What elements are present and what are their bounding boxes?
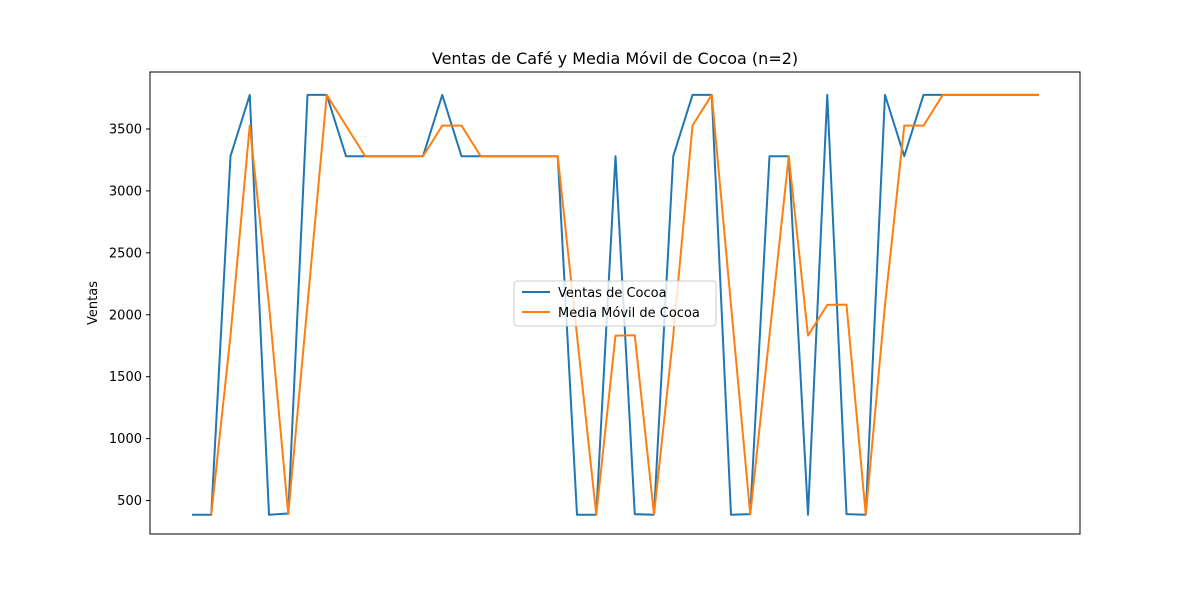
legend-label-ventas: Ventas de Cocoa bbox=[558, 286, 667, 301]
series-line-ventas-de-cocoa bbox=[192, 93, 1039, 516]
legend-box bbox=[513, 280, 717, 327]
y-tick-label: 2500 bbox=[109, 246, 142, 261]
legend: Ventas de Cocoa Media Móvil de Cocoa bbox=[513, 280, 717, 327]
legend-label-media: Media Móvil de Cocoa bbox=[558, 306, 700, 321]
y-tick-label: 500 bbox=[117, 494, 142, 509]
y-tick-label: 2000 bbox=[109, 308, 142, 323]
y-axis-label: Ventas bbox=[86, 281, 101, 325]
series-line-media-movil-de-cocoa bbox=[210, 93, 1039, 516]
chart-title: Ventas de Café y Media Móvil de Cocoa (n… bbox=[432, 49, 798, 68]
y-tick-label: 3500 bbox=[109, 122, 142, 137]
y-axis: 500 1000 1500 2000 2500 3000 3500 bbox=[109, 122, 150, 509]
series-layer bbox=[192, 93, 1039, 516]
y-tick-label: 1500 bbox=[109, 370, 142, 385]
plot-area-frame bbox=[149, 71, 1081, 535]
y-tick-label: 1000 bbox=[109, 432, 142, 447]
y-tick-label: 3000 bbox=[109, 184, 142, 199]
